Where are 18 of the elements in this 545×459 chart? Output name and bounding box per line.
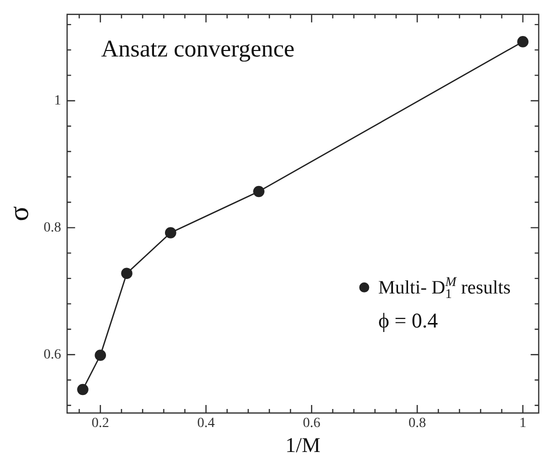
y-tick-label: 1 bbox=[54, 93, 62, 108]
x-tick-label: 0.8 bbox=[408, 416, 426, 432]
y-tick-label: 0.8 bbox=[44, 220, 62, 236]
y-axis-title: σ bbox=[4, 206, 36, 222]
x-tick-label: 0.4 bbox=[197, 416, 215, 432]
point bbox=[94, 350, 106, 361]
x-tick-label: 0.2 bbox=[92, 416, 110, 432]
point bbox=[517, 36, 529, 48]
x-tick-label: 0.6 bbox=[302, 416, 320, 432]
point bbox=[121, 268, 132, 280]
point bbox=[253, 186, 264, 198]
x-tick-label: 1 bbox=[519, 416, 526, 432]
x-axis-title: 1/M bbox=[285, 432, 321, 457]
y-tick-label: 0.6 bbox=[44, 347, 62, 362]
annotation: ϕ = 0.4 bbox=[378, 308, 438, 332]
point bbox=[164, 227, 176, 238]
point bbox=[77, 384, 88, 396]
text: Ansatz convergence bbox=[101, 36, 295, 62]
